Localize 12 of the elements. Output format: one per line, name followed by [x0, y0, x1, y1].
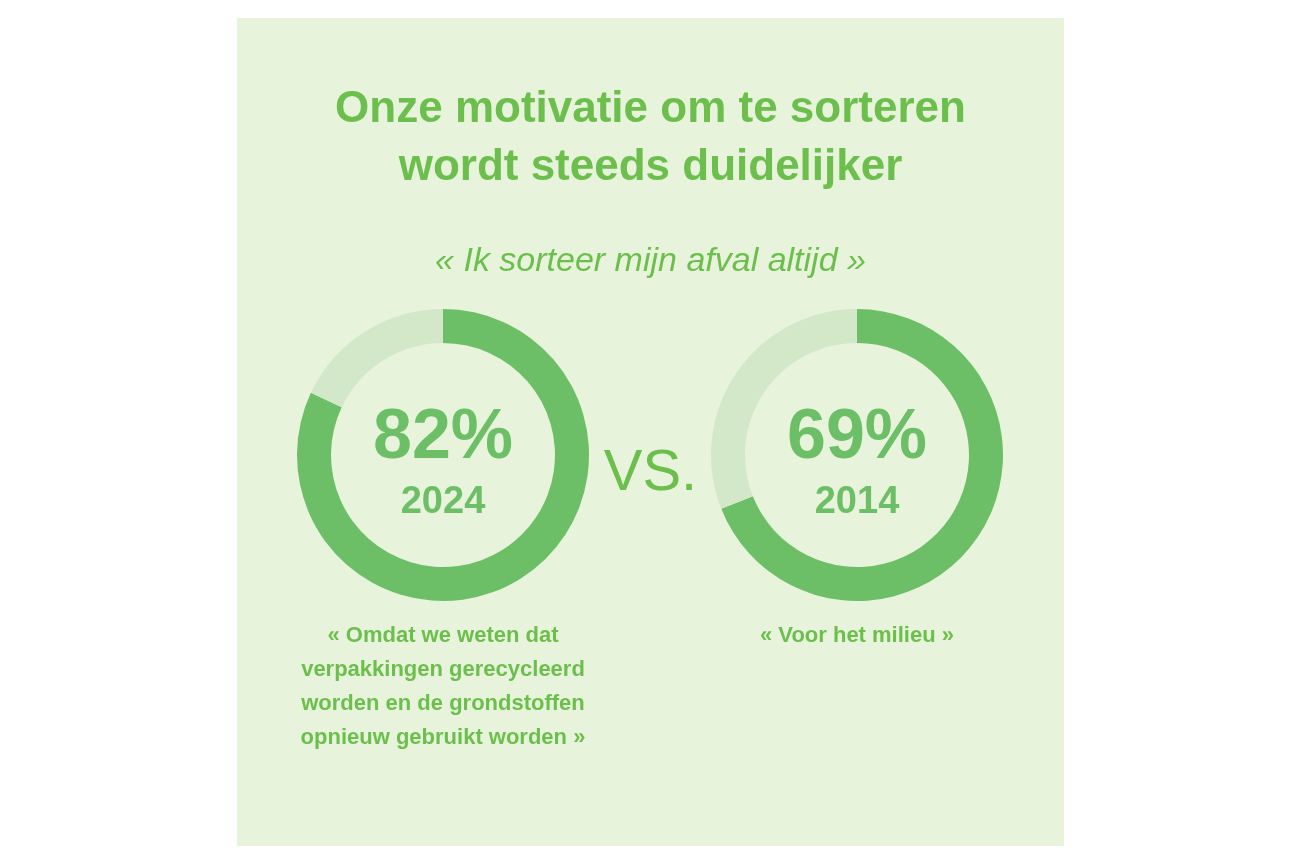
- text: « Voor het milieu »: [759, 621, 955, 649]
- text: « Omdat we weten dat verpakkingen gerecycleerd worden en de grondstoffen opnieuw gebruikt worden »: [299, 621, 587, 751]
- text: 2014: [814, 479, 900, 521]
- chart-title: Onze motivatie om te sorteren wordt steeds duidelijker: [334, 81, 967, 191]
- donut-slice: [721, 309, 1003, 601]
- donut-slice: [297, 309, 589, 601]
- data-label: 82%: [372, 395, 514, 473]
- text: VS.: [602, 436, 699, 503]
- text: 2024: [400, 479, 486, 521]
- donut-slice: [310, 309, 443, 408]
- data-label: 69%: [786, 395, 928, 473]
- chart-subtitle: « Ik sorteer mijn afval altijd »: [434, 240, 867, 279]
